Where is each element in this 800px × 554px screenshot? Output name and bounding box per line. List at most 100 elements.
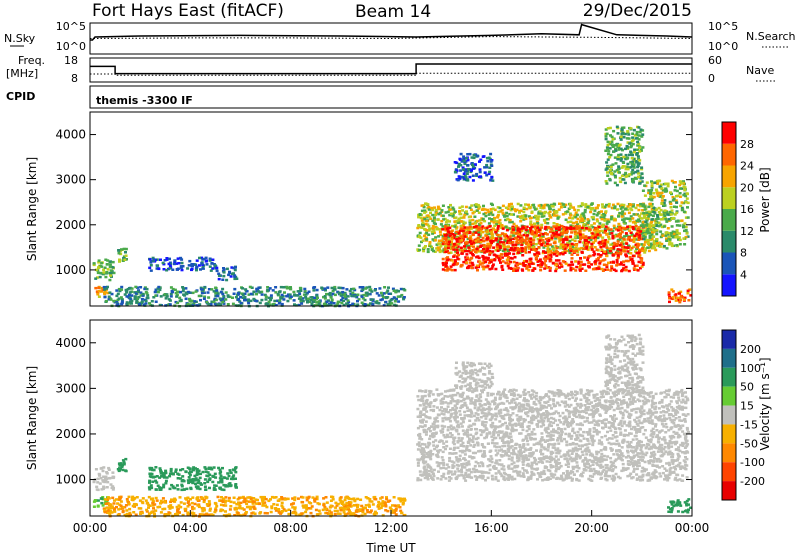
data-cell — [196, 481, 200, 485]
data-cell — [170, 498, 174, 502]
data-cell — [619, 147, 623, 151]
data-cell — [537, 215, 541, 218]
data-cell — [448, 234, 452, 238]
data-cell — [222, 299, 226, 302]
data-cell — [252, 497, 256, 500]
data-cell — [439, 249, 443, 252]
data-cell — [228, 271, 232, 275]
data-cell — [111, 476, 115, 479]
data-cell — [428, 241, 432, 244]
data-cell — [102, 475, 106, 478]
data-cell — [655, 239, 659, 243]
data-cell — [624, 259, 628, 263]
data-cell — [447, 206, 451, 209]
data-cell — [193, 474, 197, 478]
data-cell — [384, 503, 388, 507]
data-cell — [601, 242, 605, 245]
data-cell — [495, 223, 498, 226]
data-cell — [507, 262, 511, 265]
data-cell — [235, 486, 238, 489]
data-cell — [352, 497, 356, 500]
data-cell — [276, 299, 280, 302]
data-cell — [593, 233, 597, 236]
data-cell — [642, 237, 646, 241]
data-cell — [604, 137, 608, 141]
data-cell — [346, 506, 350, 509]
data-cell — [517, 233, 521, 236]
data-cell — [487, 172, 491, 176]
data-cell — [602, 213, 606, 216]
data-cell — [625, 242, 629, 245]
data-cell — [651, 214, 655, 218]
data-cell — [380, 496, 384, 499]
data-cell — [343, 504, 347, 508]
data-cell — [654, 221, 658, 225]
data-cell — [477, 231, 481, 234]
data-cell — [494, 267, 498, 271]
data-cell — [219, 503, 223, 507]
data-cell — [490, 230, 494, 233]
data-cell — [183, 507, 187, 511]
data-cell — [105, 263, 109, 266]
data-cell — [172, 262, 176, 266]
data-cell — [222, 514, 226, 517]
data-cell — [665, 220, 669, 223]
data-cell — [479, 244, 483, 248]
data-cell — [360, 301, 364, 304]
data-cell — [674, 185, 677, 189]
data-cell — [603, 205, 607, 208]
data-cell — [622, 237, 626, 241]
data-cell — [416, 248, 420, 251]
data-cell — [546, 248, 550, 251]
data-cell — [315, 513, 319, 516]
data-cell — [185, 292, 189, 296]
data-cell — [578, 247, 582, 250]
data-cell — [181, 286, 185, 289]
data-cell — [154, 488, 158, 491]
data-cell — [374, 498, 378, 501]
data-cell — [634, 250, 637, 253]
data-cell — [542, 250, 545, 253]
data-cell — [134, 285, 138, 289]
data-cell — [490, 164, 494, 167]
data-cell — [578, 266, 582, 269]
data-cell — [657, 221, 661, 224]
data-cell — [552, 225, 556, 228]
data-cell — [491, 263, 495, 266]
data-cell — [208, 507, 212, 510]
scatter-region — [117, 247, 128, 263]
data-cell — [475, 209, 479, 212]
data-cell — [439, 223, 443, 226]
data-cell — [495, 248, 499, 251]
data-cell — [197, 469, 201, 472]
data-cell — [474, 241, 478, 244]
data-cell — [489, 178, 493, 181]
data-cell — [380, 504, 384, 508]
data-cell — [626, 141, 630, 144]
data-cell — [448, 220, 451, 223]
data-cell — [615, 235, 619, 238]
data-cell — [323, 506, 327, 509]
data-cell — [111, 488, 115, 491]
data-cell — [556, 216, 560, 219]
data-cell — [488, 157, 492, 161]
data-cell — [97, 290, 101, 293]
data-cell — [479, 233, 483, 236]
data-cell — [610, 232, 614, 235]
data-cell — [139, 294, 143, 297]
data-cell — [605, 263, 609, 267]
data-cell — [641, 263, 645, 266]
data-cell — [238, 300, 242, 303]
data-cell — [159, 499, 163, 503]
data-cell — [501, 260, 505, 263]
data-cell — [629, 252, 633, 255]
data-cell — [515, 241, 519, 244]
data-cell — [622, 220, 626, 224]
data-cell — [212, 263, 216, 266]
data-cell — [622, 161, 626, 164]
data-cell — [226, 303, 230, 306]
data-cell — [571, 238, 575, 241]
data-cell — [546, 251, 550, 254]
data-cell — [616, 229, 620, 232]
data-cell — [468, 206, 472, 209]
